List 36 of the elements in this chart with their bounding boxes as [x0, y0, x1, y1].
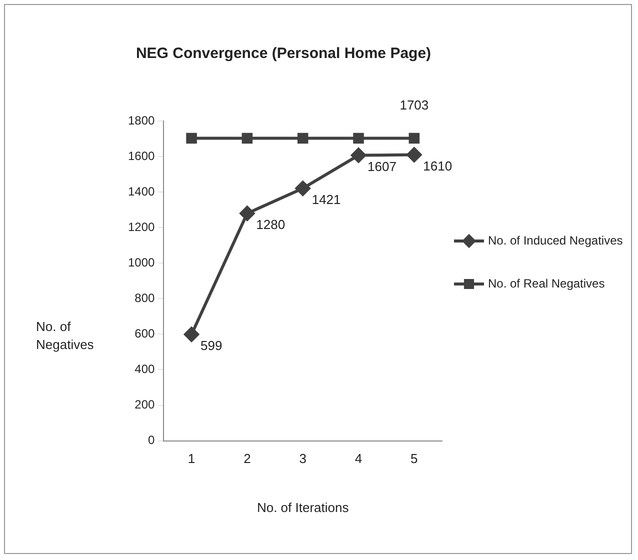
data-label: 1607	[368, 158, 396, 174]
data-label: 1280	[256, 216, 286, 232]
y-tick-label: 200	[134, 398, 156, 412]
y-tick-label: 1000	[128, 255, 156, 270]
y-tick-label: 0	[148, 433, 156, 448]
y-tick-label: 800	[134, 290, 156, 305]
x-tick-label: 1	[188, 451, 196, 466]
x-axis-title: No. of Iterations	[256, 500, 350, 515]
x-tick-label: 2	[244, 451, 251, 466]
point	[240, 206, 255, 221]
y-tick-label: 1400	[128, 184, 156, 198]
point	[242, 132, 253, 144]
point	[351, 148, 366, 163]
point	[184, 326, 200, 342]
y-tick-label: 600	[134, 326, 156, 341]
y-tick-label: 1600	[128, 148, 156, 163]
point	[406, 147, 422, 162]
data-label: 599	[200, 338, 222, 353]
data-label: 1703	[400, 97, 429, 112]
point	[295, 180, 310, 196]
y-tick-label: 1800	[128, 113, 156, 128]
legend-label: No. of Real Negatives	[488, 276, 605, 290]
chart-title: NEG Convergence (Personal Home Page)	[136, 45, 432, 62]
x-tick-label: 3	[299, 451, 306, 466]
data-label: 1610	[423, 158, 452, 174]
y-tick-label: 400	[134, 362, 156, 376]
legend-label: No. of Induced Negatives	[488, 233, 623, 248]
x-tick-label: 5	[410, 451, 418, 466]
point	[353, 132, 364, 144]
x-tick-label: 4	[354, 451, 362, 466]
point	[297, 132, 308, 144]
y-axis-title: No. of Negatives	[36, 318, 95, 354]
point	[186, 132, 197, 144]
y-tick-label: 1200	[128, 220, 156, 234]
point	[408, 132, 420, 144]
data-label: 1421	[312, 192, 341, 207]
